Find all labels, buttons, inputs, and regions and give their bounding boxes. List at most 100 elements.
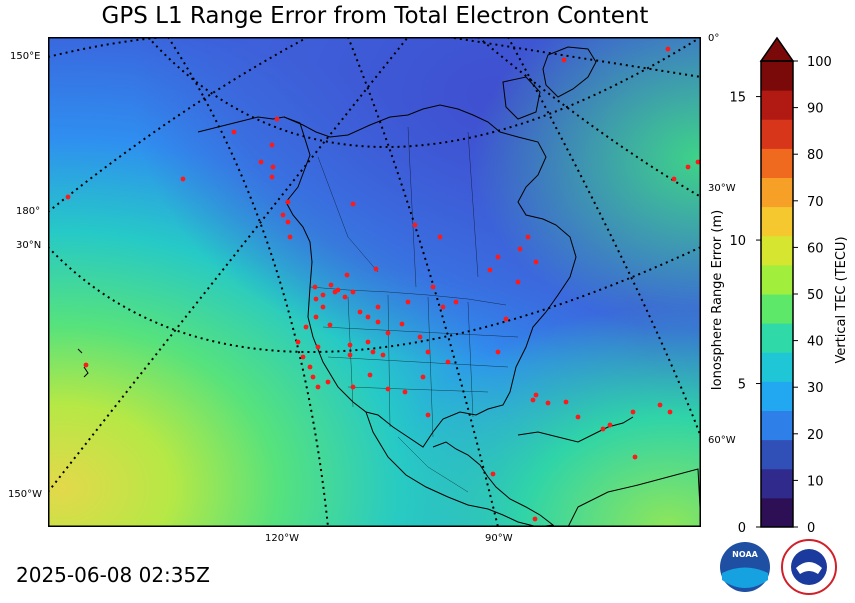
gps-station-marker: [490, 471, 496, 477]
gps-station-marker: [487, 267, 493, 273]
gps-station-marker: [325, 379, 331, 385]
gps-station-marker: [405, 299, 411, 305]
gps-station-marker: [350, 201, 356, 207]
colorbar-bands: [761, 61, 793, 528]
tec-tick-label: 20: [807, 428, 824, 443]
tec-tick-label: 10: [807, 474, 824, 489]
tec-tick-label: 40: [807, 335, 824, 350]
graticule-label-150e: 150°E: [10, 51, 41, 62]
gps-station-marker: [300, 354, 306, 360]
range-error-tick-label: 5: [738, 378, 746, 393]
gps-station-marker: [437, 234, 443, 240]
gps-station-marker: [320, 292, 326, 298]
gps-station-marker: [313, 314, 319, 320]
tec-tick-label: 90: [807, 102, 824, 117]
gps-station-marker: [270, 164, 276, 170]
gps-station-marker: [357, 309, 363, 315]
gps-station-marker: [365, 314, 371, 320]
range-error-tick-label: 0: [738, 521, 746, 536]
gps-station-marker: [315, 384, 321, 390]
gps-station-marker: [385, 386, 391, 392]
gps-station-marker: [347, 342, 353, 348]
gps-station-marker: [350, 289, 356, 295]
graticule-label-0: 0°: [708, 33, 720, 44]
gps-station-marker: [412, 222, 418, 228]
gps-station-marker: [563, 399, 569, 405]
gps-station-marker: [344, 272, 350, 278]
graticule: [48, 37, 701, 527]
tec-map: [48, 37, 701, 527]
gps-station-marker: [417, 334, 423, 340]
range-error-ticks: 0 5 10 15: [729, 91, 761, 536]
gps-station-marker: [332, 289, 338, 295]
gps-station-marker: [495, 254, 501, 260]
gps-station-marker: [313, 296, 319, 302]
gps-station-marker: [530, 397, 536, 403]
gps-station-marker: [695, 159, 701, 165]
gps-station-marker: [231, 129, 237, 135]
gps-station-marker: [310, 374, 316, 380]
gps-station-marker: [402, 389, 408, 395]
noaa-logo-text: NOAA: [732, 550, 758, 559]
gps-station-marker: [373, 266, 379, 272]
tec-tick-label: 30: [807, 381, 824, 396]
tec-ticks: 0 10 20 30 40 50 60 70 80 90 100: [793, 55, 832, 536]
gps-station-marker: [533, 259, 539, 265]
gps-station-marker: [347, 352, 353, 358]
gps-station-marker: [665, 46, 671, 52]
tec-tick-label: 60: [807, 241, 824, 256]
tec-label: Vertical TEC (TECU): [834, 236, 849, 363]
timestamp: 2025-06-08 02:35Z: [16, 563, 210, 587]
graticule-label-30n: 30°N: [16, 240, 42, 251]
nws-logo: [781, 539, 837, 595]
gps-station-marker: [327, 322, 333, 328]
colorbar-band: [761, 323, 793, 353]
graticule-label-60w: 60°W: [708, 435, 736, 446]
colorbar-band: [761, 497, 793, 528]
gps-station-marker: [515, 279, 521, 285]
north-america-outline: [283, 104, 577, 448]
gps-station-marker: [350, 384, 356, 390]
gps-station-marker: [532, 516, 538, 522]
gps-station-marker: [445, 359, 451, 365]
graticule-label-180: 180°: [16, 206, 41, 217]
gps-station-marker: [685, 164, 691, 170]
noaa-logo: NOAA: [720, 542, 770, 592]
gps-station-marker: [258, 159, 264, 165]
hawaii-islands: [77, 348, 89, 378]
gps-station-marker: [65, 194, 71, 200]
tec-tick-label: 100: [807, 55, 832, 70]
range-error-tick-label: 15: [729, 91, 746, 106]
gps-station-marker: [630, 409, 636, 415]
colorbar-band: [761, 61, 793, 91]
gps-station-marker: [328, 282, 334, 288]
colorbar-band: [761, 148, 793, 178]
gps-station-marker: [269, 142, 275, 148]
tec-tick-label: 80: [807, 148, 824, 163]
map-title: GPS L1 Range Error from Total Electron C…: [101, 3, 649, 29]
colorbar-band: [761, 235, 793, 266]
gps-station-marker: [607, 422, 613, 428]
gps-station-marker: [399, 321, 405, 327]
tec-tick-label: 0: [807, 521, 815, 536]
gps-station-marker: [420, 374, 426, 380]
gps-station-marker: [375, 319, 381, 325]
tec-tick-label: 70: [807, 195, 824, 210]
colorbar-band: [761, 90, 793, 120]
colorbar-band: [761, 468, 793, 499]
gps-station-marker: [320, 304, 326, 310]
colorbar: 0 5 10 15 0 10 20 30 40 50 60 70 80 90 100 Ionosphere…: [710, 36, 849, 536]
gps-station-marker: [545, 400, 551, 406]
caribbean-islands: [517, 416, 634, 443]
gps-station-marker: [274, 116, 280, 122]
gps-station-marker: [425, 349, 431, 355]
gps-station-marker: [525, 234, 531, 240]
gps-station-marker: [315, 344, 321, 350]
gps-station-marker: [307, 364, 313, 370]
gps-station-marker: [495, 349, 501, 355]
gps-station-marker: [380, 352, 386, 358]
colorbar-band: [761, 439, 793, 470]
colorbar-extend-arrow: [759, 36, 795, 62]
gps-station-marker: [180, 176, 186, 182]
gps-station-marker: [285, 219, 291, 225]
